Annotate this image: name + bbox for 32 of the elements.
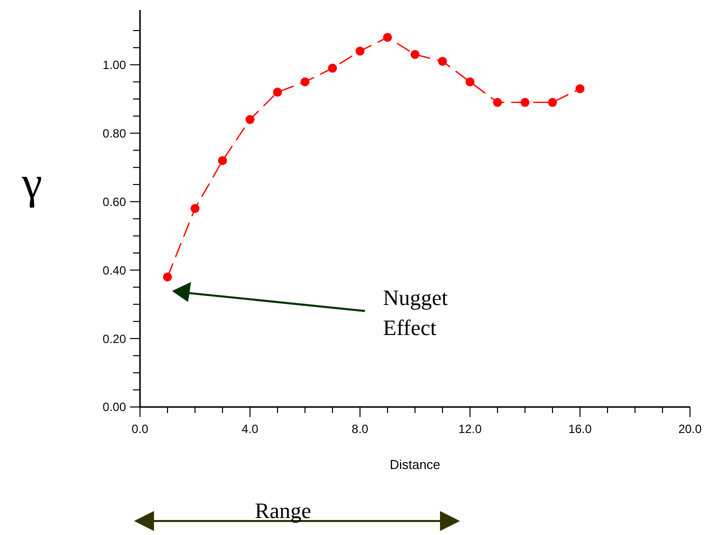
text: Range: [254, 498, 312, 523]
point: [466, 77, 474, 86]
point: [548, 98, 557, 107]
y-tick-label: 0.80: [102, 126, 126, 140]
point: [273, 88, 282, 97]
point: [356, 46, 364, 56]
point: [383, 32, 392, 42]
y-tick-label: 1.00: [102, 58, 126, 72]
point: [300, 77, 310, 86]
point: [520, 98, 530, 107]
annotation: Nugget Effect: [383, 285, 448, 340]
y-tick-label: 0.20: [102, 332, 126, 346]
point: [438, 56, 447, 66]
y-axis-title: γ: [20, 157, 42, 208]
x-tick-label: 0.0: [132, 422, 149, 436]
x-tick-label: 4.0: [242, 422, 259, 436]
x-tick-label: 12.0: [458, 422, 482, 436]
x-axis-title: Distance: [390, 457, 440, 472]
point: [163, 272, 172, 282]
y-tick-label: 0.00: [102, 400, 126, 414]
y-tick-label: 0.40: [102, 263, 126, 278]
point: [493, 98, 502, 107]
point: [410, 50, 420, 59]
x-tick-label: 16.0: [568, 422, 592, 436]
point: [246, 115, 254, 124]
point: [190, 204, 200, 213]
point: [576, 84, 584, 94]
x-tick-label: 20.0: [678, 422, 702, 436]
point: [218, 156, 227, 166]
x-tick-label: 8.0: [352, 422, 369, 436]
y-tick-label: 0.60: [102, 194, 126, 209]
point: [328, 64, 337, 73]
